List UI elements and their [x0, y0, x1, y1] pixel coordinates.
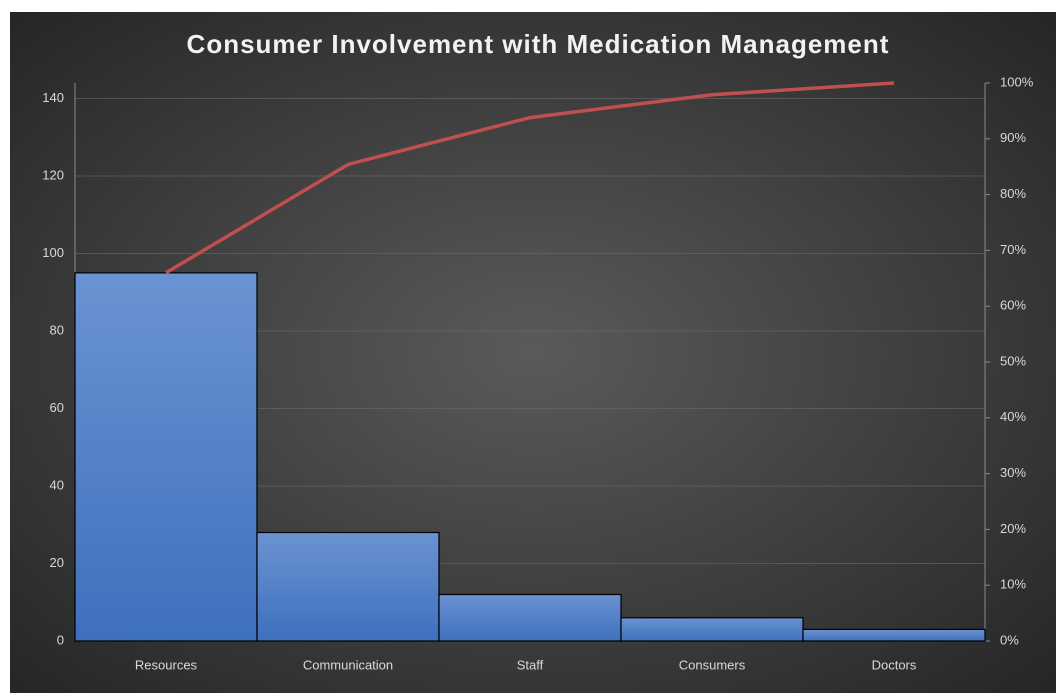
y2-tick-label: 60% — [1000, 298, 1026, 313]
bar — [256, 531, 440, 642]
y2-tick-label: 80% — [1000, 186, 1026, 201]
y-tick-label: 20 — [50, 555, 64, 570]
y-tick-label: 40 — [50, 477, 64, 492]
bar — [802, 628, 986, 642]
y2-tick-label: 40% — [1000, 409, 1026, 424]
x-tick-label: Consumers — [679, 657, 746, 672]
y-tick-label: 120 — [42, 167, 64, 182]
x-tick-label: Staff — [517, 657, 544, 672]
y-tick-label: 60 — [50, 400, 64, 415]
bar — [620, 617, 804, 642]
chart-title: Consumer Involvement with Medication Man… — [187, 29, 890, 59]
y-tick-label: 100 — [42, 245, 64, 260]
bar — [74, 272, 258, 642]
x-tick-label: Communication — [303, 657, 393, 672]
y2-tick-label: 10% — [1000, 577, 1026, 592]
y2-tick-label: 70% — [1000, 242, 1026, 257]
y2-tick-label: 50% — [1000, 353, 1026, 368]
y-tick-label: 0 — [57, 632, 64, 647]
y2-tick-label: 0% — [1000, 632, 1019, 647]
y2-tick-label: 20% — [1000, 521, 1026, 536]
x-tick-label: Doctors — [872, 657, 917, 672]
y-tick-label: 140 — [42, 90, 64, 105]
y-tick-label: 80 — [50, 322, 64, 337]
y2-tick-label: 30% — [1000, 465, 1026, 480]
x-tick-label: Resources — [135, 657, 198, 672]
y2-tick-label: 100% — [1000, 74, 1034, 89]
bar — [438, 593, 622, 642]
cumulative-line — [165, 81, 895, 275]
y2-tick-label: 90% — [1000, 130, 1026, 145]
